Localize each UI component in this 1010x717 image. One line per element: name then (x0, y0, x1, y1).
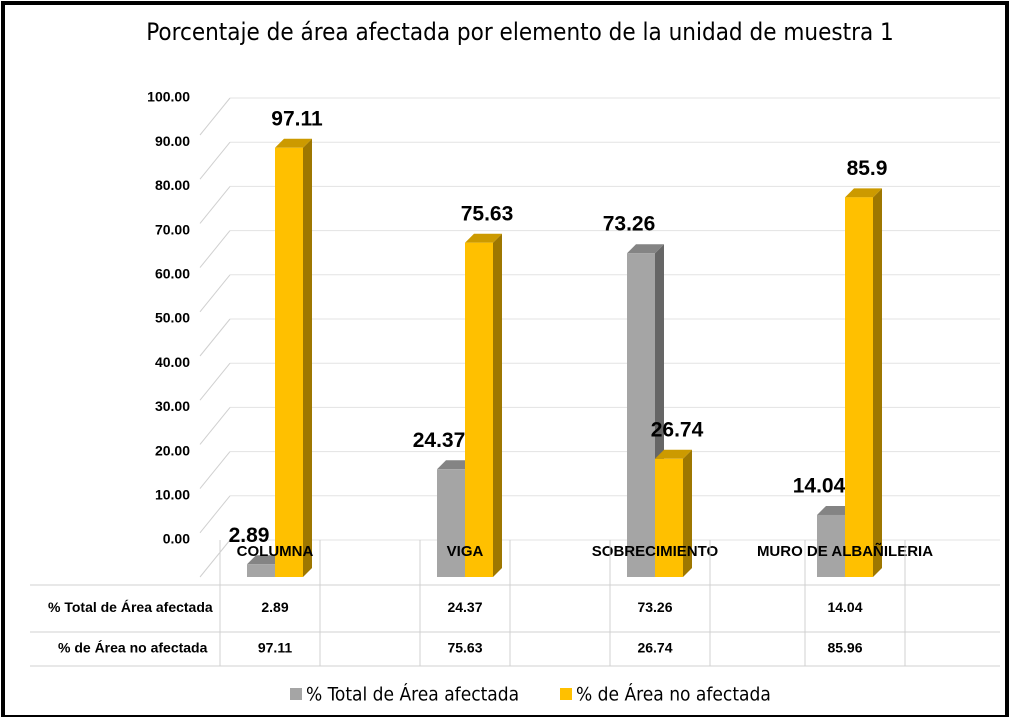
data-label: 97.11 (271, 107, 323, 130)
bar-top (437, 460, 474, 470)
bar (247, 564, 275, 577)
table-row-label: % de Área no afectada (58, 640, 208, 656)
grid-wall (199, 141, 231, 180)
data-label: 75.63 (461, 202, 514, 225)
grid-wall (199, 318, 231, 357)
grid-wall (199, 230, 231, 268)
bar-top (845, 188, 882, 198)
bar (465, 242, 493, 577)
x-tick-label: COLUMNA (237, 543, 314, 560)
bar (817, 514, 845, 577)
table-row-label: % Total de Área afectada (48, 599, 213, 615)
legend-label: % Total de Área afectada (306, 683, 519, 706)
y-tick-label: 30.00 (155, 398, 190, 414)
y-tick-label: 70.00 (155, 221, 190, 237)
legend-label: % de Área no afectada (576, 683, 771, 706)
grid-wall (199, 186, 231, 224)
bar-top (275, 138, 312, 148)
table-cell: 2.89 (261, 599, 288, 615)
grid-wall (199, 407, 231, 445)
bar-side (303, 138, 312, 577)
data-label: 73.26 (603, 213, 656, 236)
x-tick-label: MURO DE ALBAÑILERIA (757, 542, 933, 560)
bar-side (683, 449, 692, 577)
y-tick-label: 0.00 (163, 531, 190, 547)
grid-wall (199, 97, 231, 136)
data-label: 24.37 (413, 429, 466, 452)
grid-wall (199, 495, 231, 534)
grid-wall (199, 539, 231, 578)
data-label: 2.89 (229, 524, 270, 547)
table-cell: 85.96 (827, 640, 862, 656)
y-tick-label: 50.00 (155, 310, 190, 326)
grid-wall (199, 451, 231, 489)
y-tick-label: 60.00 (155, 266, 190, 282)
bar (275, 147, 303, 577)
bar-side (873, 188, 882, 577)
table-cell: 26.74 (637, 640, 672, 656)
data-label: 26.74 (651, 418, 704, 441)
bar-top (655, 449, 692, 459)
x-tick-label: SOBRECIMIENTO (592, 543, 719, 560)
y-tick-label: 10.00 (155, 487, 190, 503)
bar-top (465, 233, 502, 243)
table-cell: 14.04 (827, 599, 862, 615)
y-tick-label: 20.00 (155, 442, 190, 458)
bar (845, 197, 873, 577)
y-tick-label: 100.00 (147, 89, 190, 105)
table-cell: 97.11 (258, 640, 292, 656)
data-label: 14.04 (793, 474, 846, 497)
y-tick-label: 90.00 (155, 133, 190, 149)
chart-title: Porcentaje de área afectada por elemento… (146, 18, 894, 46)
bar (655, 458, 683, 577)
bar-top (627, 244, 664, 254)
legend-swatch (560, 688, 572, 700)
legend-swatch (290, 688, 302, 700)
x-tick-label: VIGA (447, 543, 484, 560)
bar (627, 253, 655, 577)
bar-side (493, 233, 502, 577)
grid-wall (199, 274, 231, 313)
bar-top (247, 555, 284, 565)
table-cell: 73.26 (637, 599, 672, 615)
bar-top (817, 505, 854, 515)
data-label: 85.9 (847, 157, 888, 180)
table-cell: 24.37 (447, 599, 482, 615)
y-tick-label: 40.00 (155, 354, 190, 370)
table-cell: 75.63 (447, 640, 482, 656)
grid-wall (199, 362, 231, 401)
bar (437, 469, 465, 577)
y-tick-label: 80.00 (155, 177, 190, 193)
